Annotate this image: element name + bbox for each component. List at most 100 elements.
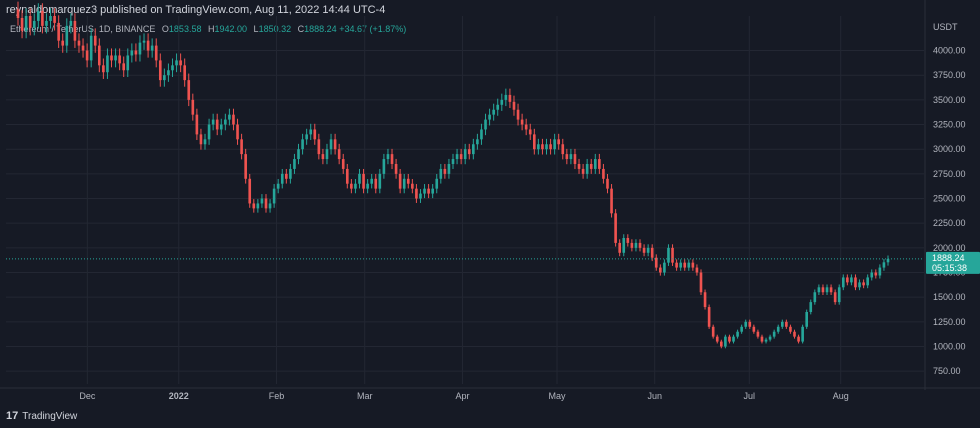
- candle-body: [224, 119, 227, 125]
- candle-body: [134, 50, 138, 55]
- candle-body: [53, 16, 56, 23]
- candle-body: [289, 168, 292, 179]
- candle-body: [549, 144, 552, 150]
- candle-body: [606, 178, 609, 189]
- x-tick-label: Apr: [455, 391, 469, 401]
- candle-body: [736, 331, 739, 337]
- candle-body: [728, 336, 731, 342]
- candle-body: [366, 183, 369, 189]
- candle-body: [878, 267, 882, 276]
- open-label: O: [161, 24, 169, 34]
- candle-body: [211, 119, 215, 125]
- candle-body: [565, 154, 569, 160]
- candle-body: [219, 124, 223, 130]
- candle-body: [785, 321, 788, 327]
- high-label: H: [207, 24, 215, 34]
- candle-body: [163, 75, 166, 81]
- candle-body: [386, 154, 390, 160]
- candle-body: [593, 159, 597, 169]
- candle-body: [378, 173, 382, 189]
- candle-body: [581, 168, 585, 174]
- candle-body: [663, 262, 666, 273]
- candle-body: [882, 262, 886, 268]
- candle-body: [175, 60, 178, 66]
- tv-logo-icon: 17: [6, 410, 19, 422]
- candle-body: [77, 40, 81, 46]
- y-tick-label: 4000.00: [933, 46, 966, 56]
- candle-body: [435, 178, 439, 189]
- candle-body: [232, 114, 235, 125]
- candle-body: [154, 45, 158, 61]
- candle-body: [557, 139, 561, 145]
- candle-body: [691, 262, 695, 268]
- candle-body: [419, 193, 422, 199]
- candle-body: [252, 203, 256, 209]
- tradingview-logo[interactable]: 17 TradingView: [6, 410, 77, 422]
- candle-body: [126, 55, 130, 71]
- candle-body: [183, 65, 186, 81]
- candle-body: [598, 159, 601, 169]
- x-tick-label: May: [549, 391, 567, 401]
- low-value: 1850.32: [258, 24, 292, 34]
- x-tick-label: Feb: [269, 391, 285, 401]
- y-tick-label: 2500.00: [933, 194, 966, 204]
- candle-body: [496, 104, 500, 110]
- candle-body: [114, 55, 117, 61]
- candle-body: [272, 188, 276, 204]
- tv-brand-name: TradingView: [22, 410, 78, 422]
- candle-body: [654, 257, 658, 268]
- candle-body: [618, 242, 621, 253]
- candle-body: [89, 35, 93, 61]
- candle-body: [467, 149, 471, 155]
- y-tick-label: 3500.00: [933, 95, 966, 105]
- candle-body: [187, 80, 191, 100]
- candle-body: [671, 247, 674, 263]
- candle-body: [130, 50, 134, 56]
- candle-body: [744, 321, 748, 327]
- candle-body: [305, 134, 308, 140]
- y-tick-label: 1250.00: [933, 317, 966, 327]
- candle-body: [329, 139, 333, 150]
- currency-label: USDT: [933, 22, 958, 32]
- symbol-label: Ethereum / TetherUS, 1D, BINANCE: [10, 24, 156, 34]
- candle-body: [508, 94, 512, 102]
- candle-body: [776, 326, 780, 332]
- candle-body: [236, 124, 239, 140]
- candle-body: [411, 183, 414, 189]
- candle-body: [431, 188, 434, 194]
- candle-body: [463, 149, 467, 160]
- close-label: C: [297, 24, 305, 34]
- time-axis: Dec 2022 Feb Mar Apr May Jun Jul Aug: [79, 391, 848, 401]
- candle-body: [520, 119, 524, 125]
- candle-body: [264, 198, 268, 209]
- candle-body: [524, 124, 528, 130]
- candle-body: [447, 163, 451, 174]
- candle-body: [659, 267, 662, 273]
- candle-body: [573, 154, 577, 164]
- publisher-note: reynaldomarquez3 published on TradingVie…: [6, 4, 386, 16]
- candle-body: [427, 188, 430, 194]
- candle-body: [789, 326, 792, 332]
- candle-body: [480, 129, 483, 140]
- candle-body: [772, 331, 776, 337]
- candle-body: [345, 168, 349, 184]
- candle-body: [699, 272, 703, 293]
- candle-body: [679, 262, 682, 268]
- candle-body: [614, 213, 617, 243]
- price-axis: USDT 4000.00 3750.00 3500.00 3250.00 3000.00 2…: [933, 22, 966, 376]
- change-value: +34.67 (+1.87%): [339, 24, 407, 34]
- y-tick-label: 750.00: [933, 366, 961, 376]
- candle-body: [638, 242, 642, 248]
- candle-body: [862, 282, 865, 286]
- last-price-value: 1888.24: [932, 253, 965, 263]
- x-tick-label: Jul: [744, 391, 756, 401]
- candle-body: [476, 139, 479, 145]
- low-label: L: [253, 24, 259, 34]
- candle-body: [541, 144, 544, 150]
- x-tick-label: Aug: [833, 391, 849, 401]
- candle-body: [285, 173, 288, 179]
- candle-body: [293, 159, 296, 169]
- candle-body: [158, 60, 162, 81]
- candle-body: [179, 60, 182, 66]
